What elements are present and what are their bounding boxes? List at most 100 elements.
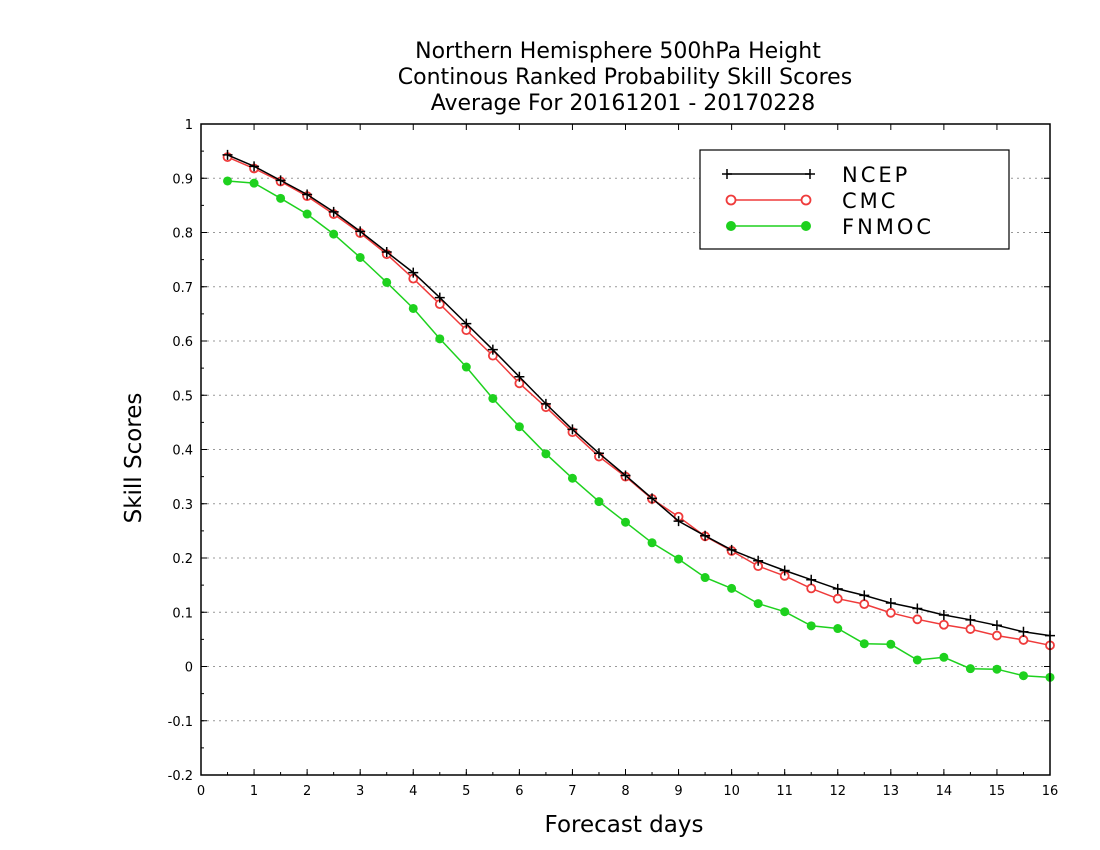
data-point	[886, 639, 896, 649]
data-point	[620, 470, 631, 481]
legend-ncep-label: NCEP	[842, 163, 910, 187]
plot-frame	[200, 123, 1051, 776]
legend-fnmoc-label: FNMOC	[842, 215, 934, 239]
data-point	[408, 267, 419, 278]
data-point	[1018, 671, 1028, 681]
x-tick-label: 14	[936, 784, 953, 799]
data-point	[461, 318, 472, 329]
data-point	[435, 334, 445, 344]
x-tick-label: 12	[829, 784, 846, 799]
data-point	[674, 554, 684, 564]
data-point	[1018, 635, 1029, 645]
x-tick-label: 15	[989, 784, 1006, 799]
y-tick-label: 0.2	[172, 552, 193, 567]
y-tick-label: 0.3	[172, 498, 193, 513]
data-point	[859, 639, 869, 649]
x-tick-label: 11	[776, 784, 793, 799]
data-point	[382, 277, 392, 287]
legend-cmc-marker-left	[725, 194, 737, 206]
data-point	[1018, 626, 1029, 637]
legend-item-fnmoc: FNMOC	[726, 215, 934, 239]
data-point	[965, 624, 976, 634]
data-point	[540, 398, 551, 409]
x-tick-label: 0	[197, 784, 205, 799]
data-point	[249, 161, 260, 172]
data-point	[223, 176, 233, 186]
x-tick-label: 3	[356, 784, 364, 799]
data-point	[939, 652, 949, 662]
axes: -0.2-0.100.10.20.30.40.50.60.70.80.910 1 2…	[168, 118, 1059, 799]
data-point	[408, 303, 418, 313]
data-point	[753, 599, 763, 609]
y-tick-label: 0.1	[172, 606, 193, 621]
data-point	[647, 493, 658, 504]
x-tick-label: 2	[303, 784, 311, 799]
data-point	[779, 565, 790, 576]
data-point	[514, 371, 525, 382]
data-point	[727, 583, 737, 593]
y-tick-label: 0.5	[172, 389, 193, 404]
data-point	[991, 620, 1002, 631]
data-point	[514, 422, 524, 432]
data-point	[833, 624, 843, 634]
x-tick-label: 10	[723, 784, 740, 799]
chart-title: Northern Hemisphere 500hPa Height Contin…	[398, 39, 852, 116]
y-axis-label: Skill Scores	[121, 393, 147, 524]
title-line-3: Average For 20161201 - 20170228	[431, 91, 816, 116]
data-point	[328, 206, 339, 217]
data-point	[434, 292, 445, 303]
legend: NCEP CMC FNMOC	[699, 149, 1010, 250]
series-layer	[222, 149, 1055, 682]
y-tick-label: 0.4	[172, 444, 193, 459]
data-point	[700, 573, 710, 583]
data-point	[302, 209, 312, 219]
series-line-ncep	[227, 154, 1051, 637]
legend-cmc-label: CMC	[842, 189, 898, 213]
data-point	[885, 607, 896, 618]
data-point	[965, 664, 975, 674]
x-axis-label: Forecast days	[545, 812, 704, 838]
y-tick-label: 0	[185, 661, 193, 676]
y-tick-label: 0.9	[172, 172, 193, 187]
data-point	[276, 193, 286, 203]
data-point	[753, 555, 764, 566]
data-point	[488, 394, 498, 404]
x-tick-label: 5	[462, 784, 470, 799]
y-tick-label: 1	[185, 118, 193, 133]
data-point	[700, 530, 711, 541]
data-point	[329, 229, 339, 239]
data-point	[647, 538, 657, 548]
legend-ncep-marker-right	[805, 169, 815, 179]
data-point	[912, 655, 922, 665]
data-point	[567, 424, 578, 435]
data-point	[593, 448, 604, 459]
data-point	[912, 614, 923, 625]
legend-ncep-marker-left	[722, 169, 732, 179]
data-point	[673, 516, 684, 527]
data-point	[381, 247, 392, 258]
series-line-fnmoc	[227, 180, 1051, 679]
y-tick-label: 0.7	[172, 281, 193, 296]
y-tick-label: -0.2	[168, 769, 193, 784]
y-tick-label: -0.1	[168, 715, 193, 730]
legend-fnmoc-marker-right	[801, 221, 811, 231]
data-point	[487, 344, 498, 355]
legend-fnmoc-marker-left	[726, 221, 736, 231]
data-point	[938, 619, 949, 630]
x-tick-label: 8	[621, 784, 629, 799]
x-tick-label: 1	[250, 784, 258, 799]
data-point	[541, 449, 551, 459]
y-tick-label: 0.6	[172, 335, 193, 350]
legend-item-ncep: NCEP	[722, 163, 910, 187]
data-point	[302, 189, 313, 200]
title-line-1: Northern Hemisphere 500hPa Height	[415, 39, 821, 64]
data-point	[885, 598, 896, 609]
x-tick-label: 7	[568, 784, 576, 799]
data-point	[275, 175, 286, 186]
x-tick-label: 16	[1042, 784, 1059, 799]
data-point	[859, 590, 870, 601]
data-point	[461, 362, 471, 372]
data-point	[222, 149, 233, 160]
series-fnmoc	[223, 176, 1055, 682]
